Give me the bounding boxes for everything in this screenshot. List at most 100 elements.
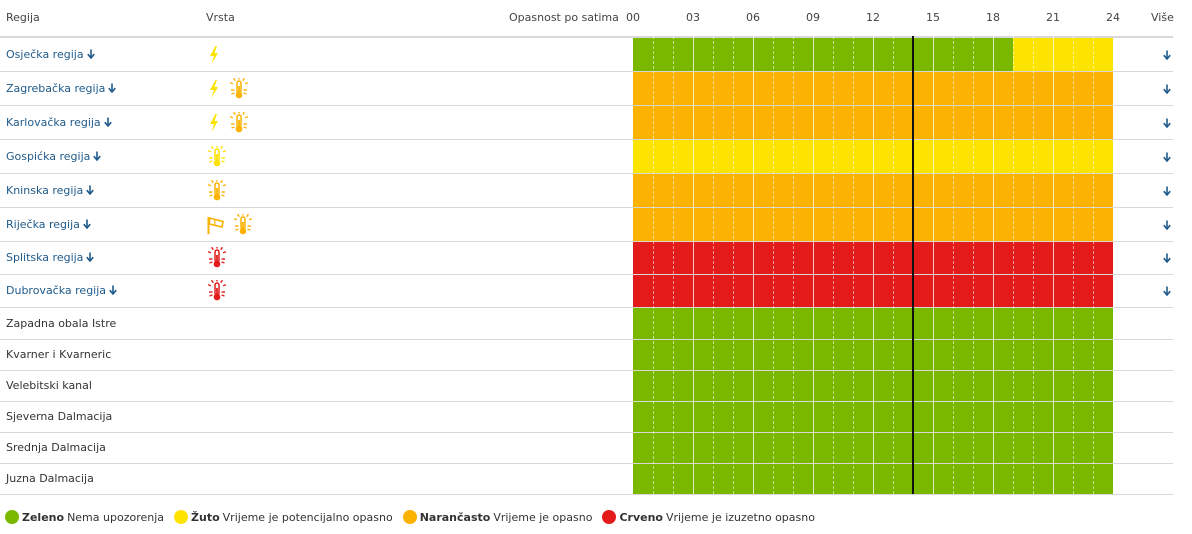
warning-segment-green [633, 464, 1113, 494]
table-row: Dubrovačka regija [0, 275, 1173, 308]
warning-timeline-bar [633, 340, 1113, 370]
warning-timeline-bar [633, 371, 1113, 401]
hour-label: 12 [866, 11, 880, 24]
current-time-line [912, 36, 914, 494]
region-name-text: Srednja Dalmacija [6, 441, 106, 454]
region-name-text: Juzna Dalmacija [6, 472, 94, 485]
more-details-arrow-icon[interactable] [1160, 219, 1171, 231]
warning-segment-yellow [633, 140, 1113, 173]
wind-icon [206, 215, 226, 236]
region-name-text: Zagrebačka regija [6, 81, 106, 95]
legend-item-green: Zeleno Nema upozorenja [5, 510, 164, 524]
expand-arrow-icon [80, 218, 91, 231]
warning-type-icons [206, 111, 250, 134]
more-details-arrow-icon[interactable] [1160, 285, 1171, 297]
lightning-icon [206, 79, 222, 100]
table-row: Velebitski kanal [0, 371, 1173, 402]
table-row: Sjeverna Dalmacija [0, 402, 1173, 433]
expand-arrow-icon [106, 284, 117, 297]
warning-timeline-bar [633, 433, 1113, 463]
region-name[interactable]: Dubrovačka regija [6, 284, 117, 297]
region-name-text: Splitska regija [6, 251, 84, 264]
thermometer-icon [228, 77, 250, 100]
hour-label: 06 [746, 11, 760, 24]
hour-label: 09 [806, 11, 820, 24]
warning-timeline-bar [633, 242, 1113, 274]
table-row: Splitska regija [0, 242, 1173, 275]
lightning-icon [206, 45, 222, 65]
region-name-text: Dubrovačka regija [6, 284, 107, 297]
legend-item-yellow: Žuto Vrijeme je potencijalno opasno [174, 510, 393, 524]
more-details-arrow-icon[interactable] [1160, 83, 1171, 95]
region-name: Velebitski kanal [6, 379, 92, 392]
more-details-arrow-icon[interactable] [1160, 117, 1171, 129]
column-header-regija: Regija [6, 11, 40, 24]
legend-label: Crveno [619, 510, 663, 524]
expand-arrow-icon [90, 150, 102, 163]
region-name: Zapadna obala Istre [6, 317, 116, 330]
region-name: Sjeverna Dalmacija [6, 410, 112, 423]
region-name[interactable]: Osječka regija [6, 48, 95, 61]
region-name: Juzna Dalmacija [6, 472, 94, 485]
warning-type-icons [206, 179, 228, 202]
region-name-text: Kninska regija [6, 183, 84, 197]
hour-label: 15 [926, 11, 940, 24]
thermometer-icon [206, 179, 228, 202]
table-row: Srednja Dalmacija [0, 433, 1173, 464]
thermometer-icon [206, 247, 228, 269]
region-name: Srednja Dalmacija [6, 441, 106, 454]
legend-label: Narančasto [419, 510, 491, 524]
region-name[interactable]: Gospićka regija [6, 150, 102, 163]
legend-text: Vrijeme je opasno [493, 510, 593, 524]
expand-arrow-icon [101, 116, 112, 129]
warning-timeline-bar [633, 140, 1113, 173]
table-row: Gospićka regija [0, 140, 1173, 174]
warning-segment-orange [633, 72, 1113, 105]
warning-timeline-bar [633, 38, 1113, 71]
table-header: Regija Vrsta Opasnost po satima 00 03 06 09… [0, 0, 1174, 38]
warning-type-icons [206, 280, 228, 302]
region-name-text: Karlovačka regija [6, 115, 101, 129]
warning-type-icons [206, 44, 222, 65]
region-name[interactable]: Kninska regija [6, 183, 95, 197]
region-name-text: Riječka regija [6, 217, 80, 231]
warning-type-icons [206, 247, 228, 269]
column-header-vrsta: Vrsta [206, 11, 235, 24]
legend-text: Nema upozorenja [67, 510, 165, 524]
region-name-text: Sjeverna Dalmacija [6, 410, 113, 423]
more-details-arrow-icon[interactable] [1160, 185, 1171, 197]
warning-segment-orange [633, 106, 1113, 139]
warning-timeline-bar [633, 275, 1113, 307]
region-name[interactable]: Karlovačka regija [6, 116, 112, 129]
region-name-text: Osječka regija [6, 47, 84, 61]
table-row: Karlovačka regija [0, 106, 1173, 140]
warning-timeline-bar [633, 308, 1113, 339]
more-details-arrow-icon[interactable] [1160, 252, 1171, 264]
thermometer-icon [206, 145, 228, 168]
region-name[interactable]: Splitska regija [6, 251, 95, 264]
region-name[interactable]: Riječka regija [6, 218, 91, 231]
hour-label: 00 [626, 11, 640, 24]
thermometer-icon [232, 213, 254, 236]
expand-arrow-icon [84, 48, 95, 61]
warning-segment-green [633, 308, 1113, 339]
warning-segment-green [633, 38, 1013, 71]
thermometer-icon [206, 280, 228, 302]
warning-timeline-bar [633, 106, 1113, 139]
legend-text: Vrijeme je izuzetno opasno [665, 510, 815, 524]
warning-type-icons [206, 77, 250, 100]
warning-segment-green [633, 371, 1113, 401]
expand-arrow-icon [105, 82, 117, 95]
warning-timeline-bar [633, 72, 1113, 105]
table-row: Kninska regija [0, 174, 1173, 208]
expand-arrow-icon [83, 251, 95, 264]
thermometer-icon [228, 111, 250, 134]
region-name-text: Velebitski kanal [6, 379, 92, 392]
warning-segment-yellow [1013, 38, 1113, 71]
warning-segment-green [633, 402, 1113, 432]
table-row: Osječka regija [0, 38, 1173, 72]
legend-label: Zeleno [22, 510, 65, 524]
more-details-arrow-icon[interactable] [1160, 49, 1171, 61]
more-details-arrow-icon[interactable] [1160, 151, 1171, 163]
region-name[interactable]: Zagrebačka regija [6, 81, 117, 95]
